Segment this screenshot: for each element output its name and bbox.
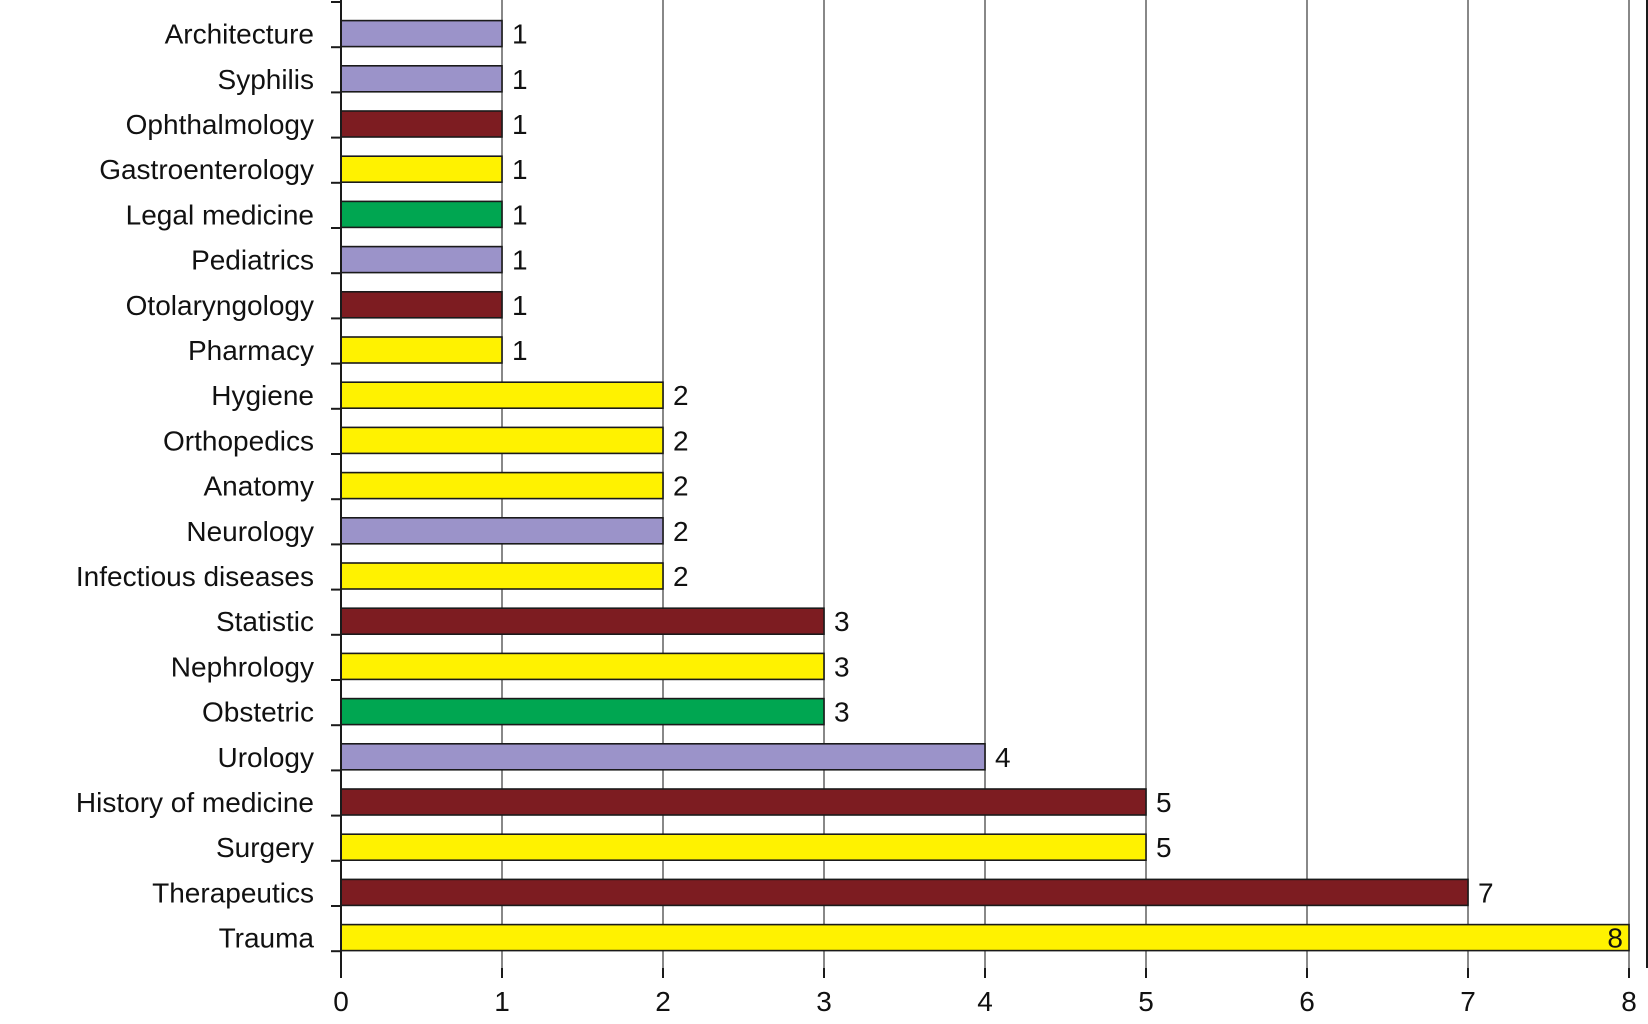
bar xyxy=(340,290,503,319)
value-label: 8 xyxy=(1607,923,1623,954)
value-label: 2 xyxy=(673,516,689,547)
value-label: 1 xyxy=(512,199,528,230)
x-tick-label: 0 xyxy=(333,986,349,1017)
value-label: 1 xyxy=(512,109,528,140)
category-label: Therapeutics xyxy=(152,877,314,908)
value-label: 5 xyxy=(1156,832,1172,863)
bar xyxy=(340,471,664,500)
category-label: Infectious diseases xyxy=(76,561,314,592)
value-label: 1 xyxy=(512,245,528,276)
x-tick-label: 3 xyxy=(816,986,832,1017)
bar xyxy=(340,245,503,274)
category-label: Pharmacy xyxy=(188,335,314,366)
x-tick-label: 1 xyxy=(494,986,510,1017)
bar xyxy=(340,833,1147,862)
category-label: Ophthalmology xyxy=(126,109,314,140)
category-label: Otolaryngology xyxy=(126,290,314,321)
value-label: 2 xyxy=(673,425,689,456)
bar xyxy=(340,65,503,93)
category-label: Urology xyxy=(218,742,314,773)
grid-lines xyxy=(501,0,1630,968)
category-label: Neurology xyxy=(186,516,314,547)
value-label: 4 xyxy=(995,742,1011,773)
category-label: Legal medicine xyxy=(126,199,314,230)
x-tick-label: 7 xyxy=(1460,986,1476,1017)
bar xyxy=(340,923,1630,952)
bar xyxy=(340,742,986,771)
value-label: 1 xyxy=(512,335,528,366)
bar xyxy=(340,381,664,410)
value-label: 2 xyxy=(673,561,689,592)
value-label: 5 xyxy=(1156,787,1172,818)
value-label: 1 xyxy=(512,290,528,321)
category-label: Surgery xyxy=(216,832,314,863)
value-label: 3 xyxy=(834,606,850,637)
value-label: 7 xyxy=(1478,877,1494,908)
category-label: Gastroenterology xyxy=(99,154,314,185)
labels: 0 1 2 3 4 5 6 7 8 Architecture 1 Syphilis 1 Ophthalmo… xyxy=(76,19,1637,1017)
category-label: Syphilis xyxy=(218,64,314,95)
bar xyxy=(340,110,503,138)
category-label: Nephrology xyxy=(171,651,314,682)
bar xyxy=(340,200,503,229)
x-tick-label: 4 xyxy=(977,986,993,1017)
bar xyxy=(340,878,1469,907)
category-label: Orthopedics xyxy=(163,425,314,456)
value-label: 2 xyxy=(673,471,689,502)
bar xyxy=(340,516,664,545)
x-tick-label: 2 xyxy=(655,986,671,1017)
category-label: Trauma xyxy=(219,923,315,954)
bar xyxy=(340,562,664,590)
bar xyxy=(340,788,1147,816)
value-label: 1 xyxy=(512,64,528,95)
category-label: Statistic xyxy=(216,606,314,637)
bar xyxy=(340,607,825,636)
bar xyxy=(340,426,664,455)
value-label: 1 xyxy=(512,154,528,185)
x-tick-label: 8 xyxy=(1621,986,1637,1017)
x-tick-label: 6 xyxy=(1299,986,1315,1017)
category-label: Hygiene xyxy=(211,380,314,411)
bar xyxy=(340,19,503,48)
bar xyxy=(340,155,503,183)
bar xyxy=(340,336,503,364)
category-label: Architecture xyxy=(165,19,314,50)
bar xyxy=(340,652,825,681)
value-label: 2 xyxy=(673,380,689,411)
value-label: 3 xyxy=(834,651,850,682)
bar xyxy=(340,697,825,726)
axes xyxy=(331,0,1648,978)
category-label: Pediatrics xyxy=(191,245,314,276)
x-tick-label: 5 xyxy=(1138,986,1154,1017)
category-label: Anatomy xyxy=(204,471,315,502)
value-label: 3 xyxy=(834,697,850,728)
bars xyxy=(340,19,1630,952)
category-label: Obstetric xyxy=(202,697,314,728)
category-label: History of medicine xyxy=(76,787,314,818)
value-label: 1 xyxy=(512,19,528,50)
